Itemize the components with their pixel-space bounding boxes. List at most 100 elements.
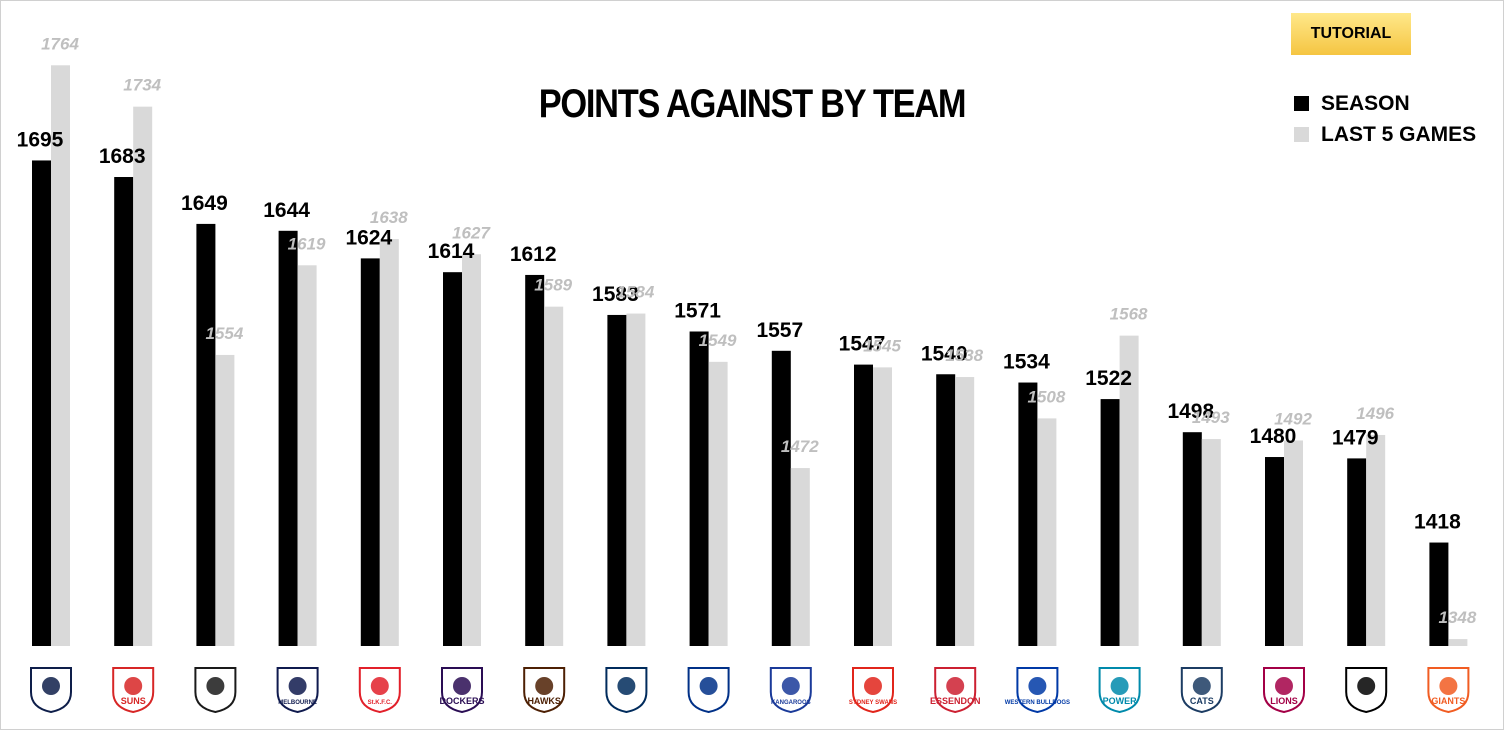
data-label-last5: 1619 [288,234,326,253]
legend-item-season: SEASON [1294,88,1476,119]
swans-logo-emblem-icon [864,677,882,695]
bar-last5 [873,367,892,646]
essendon-logo-emblem-icon [946,677,965,695]
bar-season [936,374,956,646]
data-label-last5: 1538 [945,346,983,365]
bar-season [689,331,709,646]
magpies-logo-emblem-icon [1357,677,1376,695]
st-kilda-logo-emblem-icon [370,677,389,695]
bar-season [607,314,627,646]
data-label-season: 1624 [345,226,392,249]
data-label-season: 1479 [1332,426,1379,449]
bar-season [32,160,51,646]
bar-last5 [544,306,564,646]
bulldogs-logo-emblem-icon [1028,677,1047,695]
data-label-season: 1498 [1167,400,1214,423]
team-logo-text: HAWKS [527,696,561,706]
bar-season [1429,542,1449,646]
data-label-last5: 1545 [863,336,901,355]
data-label-season: 1540 [921,342,968,365]
eagles-logo-emblem-icon [699,677,718,695]
bar-season [1265,457,1284,646]
data-label-last5: 1554 [205,324,243,343]
data-label-last5: 1584 [616,283,654,302]
legend: SEASON LAST 5 GAMES [1294,88,1476,150]
bar-season [771,350,791,646]
bar-season [525,274,545,646]
bar-season [114,177,134,646]
team-logo-text: St.K.F.C. [368,700,393,706]
chart-title: POINTS AGAINST BY TEAM [538,82,967,126]
legend-swatch-season [1294,96,1309,111]
bar-last5 [708,361,728,646]
bar-last5 [379,239,399,646]
data-label-last5: 1549 [699,331,737,350]
team-logo-text: ESSENDON [930,696,981,706]
data-label-last5: 1472 [781,437,819,456]
team-logo-text: GIANTS [1431,696,1465,706]
data-label-last5: 1348 [1438,608,1476,627]
data-label-last5: 1627 [452,223,491,242]
team-logo-text: CATS [1190,696,1214,706]
data-label-last5: 1493 [1192,408,1230,427]
data-label-season: 1480 [1250,425,1297,448]
team-logo-text: KANGAROOS [771,700,811,706]
data-label-last5: 1638 [370,208,408,227]
bar-season [443,272,462,646]
data-label-season: 1534 [1003,351,1050,374]
tigers-logo-emblem-icon [206,677,225,695]
data-label-last5: 1734 [123,76,161,95]
carlton-logo-emblem-icon [42,677,60,695]
bar-last5 [462,254,481,646]
team-logo-text: LIONS [1270,696,1298,706]
lions-logo-emblem-icon [1275,677,1293,695]
data-label-season: 1612 [510,243,557,266]
bar-season [278,230,298,646]
bar-last5 [1448,639,1468,646]
bar-last5 [955,377,975,646]
data-label-season: 1571 [674,299,721,322]
giants-logo-emblem-icon [1439,677,1458,695]
bar-last5 [297,265,317,646]
data-label-last5: 1492 [1274,409,1312,428]
team-logo-text: MELBOURNE [278,700,317,706]
data-label-season: 1557 [756,319,803,342]
data-label-season: 1583 [592,283,639,306]
data-label-last5: 1589 [534,276,572,295]
bar-last5 [1366,434,1386,646]
bar-last5 [215,354,235,646]
dockers-logo-emblem-icon [453,677,471,695]
bar-last5 [626,313,646,646]
power-logo-emblem-icon [1110,677,1129,695]
bar-season [1018,382,1038,646]
data-label-last5: 1508 [1027,387,1065,406]
bar-season [854,364,873,646]
cats-logo-emblem-icon [1192,677,1211,695]
crows-logo-emblem-icon [617,677,636,695]
bar-last5 [133,106,153,646]
bar-last5 [1284,440,1303,646]
suns-logo-emblem-icon [124,677,143,695]
bar-last5 [790,468,810,646]
legend-label-last5: LAST 5 GAMES [1321,122,1477,146]
tutorial-button[interactable]: TUTORIAL [1291,13,1411,55]
data-label-season: 1614 [428,240,475,263]
bar-last5 [1201,439,1221,646]
legend-item-last5: LAST 5 GAMES [1294,119,1476,150]
team-logo-text: DOCKERS [439,696,484,706]
data-label-season: 1695 [17,128,64,151]
team-logo-text: WESTERN BULLDOGS [1005,700,1070,706]
kangaroos-logo-emblem-icon [781,677,800,695]
bar-season [360,258,380,646]
data-label-last5: 1764 [41,34,79,53]
hawks-logo-emblem-icon [535,677,554,695]
legend-swatch-last5 [1294,127,1309,142]
bar-last5 [51,65,70,646]
bar-last5 [1037,418,1057,646]
data-label-last5: 1496 [1356,404,1394,423]
data-label-season: 1418 [1414,511,1461,534]
bar-season [1100,399,1120,646]
legend-label-season: SEASON [1321,91,1410,115]
data-label-season: 1547 [839,333,886,356]
